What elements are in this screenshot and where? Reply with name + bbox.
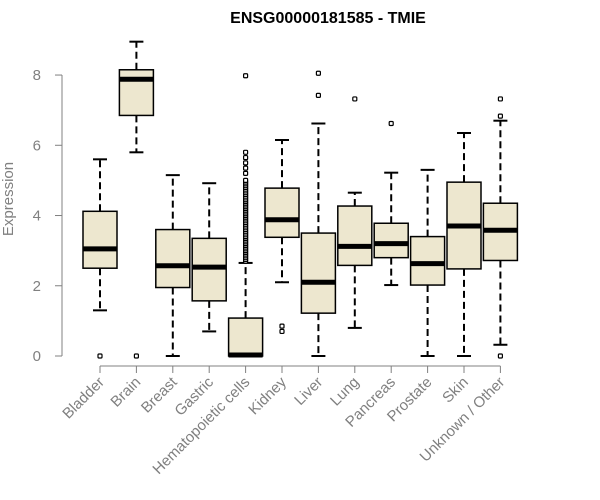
box-pancreas bbox=[373, 120, 409, 287]
outlier-point bbox=[243, 73, 249, 79]
box-kidney bbox=[264, 139, 300, 335]
box-gastric bbox=[191, 182, 227, 333]
iqr-box bbox=[409, 235, 446, 286]
iqr-box bbox=[300, 232, 337, 314]
outlier-point bbox=[243, 170, 249, 176]
box-unknown-other bbox=[482, 96, 519, 359]
x-tick-label: Bladder bbox=[59, 374, 108, 423]
outlier-point bbox=[243, 149, 249, 155]
x-tick-label: Skin bbox=[439, 374, 472, 407]
x-tick-label: Liver bbox=[291, 374, 326, 409]
box-brain bbox=[118, 40, 155, 359]
y-tick-label: 2 bbox=[33, 278, 41, 295]
outlier-point bbox=[243, 177, 249, 183]
box-liver bbox=[300, 70, 337, 357]
chart-title: ENSG00000181585 - TMIE bbox=[230, 10, 426, 27]
outlier-point bbox=[497, 96, 503, 102]
iqr-box bbox=[373, 222, 409, 259]
iqr-box bbox=[82, 210, 118, 269]
iqr-box bbox=[118, 69, 155, 117]
y-axis-label: Expression bbox=[0, 162, 17, 236]
y-tick-label: 6 bbox=[33, 137, 41, 154]
outlier-point bbox=[133, 353, 139, 359]
outlier-point bbox=[243, 160, 249, 166]
y-tick-label: 0 bbox=[33, 348, 41, 365]
box-breast bbox=[155, 174, 191, 357]
outlier-point bbox=[279, 323, 285, 329]
boxes-group bbox=[82, 40, 519, 359]
iqr-box bbox=[227, 317, 264, 357]
box-lung bbox=[337, 96, 373, 329]
outlier-point bbox=[315, 92, 321, 99]
outlier-point bbox=[315, 70, 321, 76]
outlier-point bbox=[243, 165, 249, 171]
iqr-box bbox=[155, 228, 191, 289]
outlier-point bbox=[352, 96, 358, 102]
outlier-point bbox=[497, 113, 503, 119]
y-tick-label: 8 bbox=[33, 67, 41, 84]
iqr-box bbox=[264, 187, 300, 239]
box-bladder bbox=[82, 158, 118, 359]
box-prostate bbox=[409, 168, 446, 357]
y-tick-label: 4 bbox=[33, 208, 41, 225]
outlier-point bbox=[97, 353, 103, 359]
y-axis: 0 2 4 6 8 bbox=[33, 67, 63, 365]
outlier-point bbox=[388, 120, 394, 127]
outlier-point bbox=[243, 154, 249, 161]
iqr-box bbox=[337, 205, 373, 267]
outlier-point bbox=[497, 353, 503, 359]
x-tick-label: Kidney bbox=[245, 373, 290, 418]
outlier-point bbox=[279, 328, 285, 335]
box-skin bbox=[446, 131, 482, 357]
box-hematopoietic-cells bbox=[227, 73, 264, 358]
